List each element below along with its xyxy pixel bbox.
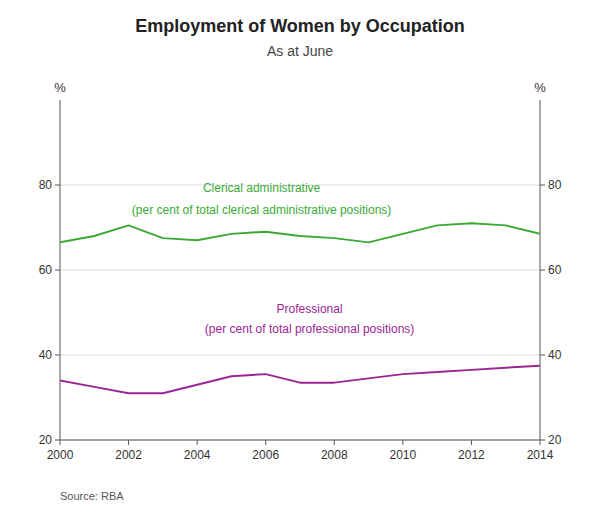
y2-tick bbox=[540, 355, 545, 356]
y-tick bbox=[55, 270, 60, 271]
y-tick bbox=[55, 185, 60, 186]
y-tick-label: 80 bbox=[39, 178, 53, 192]
x-tick-label: 2000 bbox=[47, 448, 74, 462]
x-tick-label: 2004 bbox=[184, 448, 211, 462]
x-tick-label: 2012 bbox=[458, 448, 485, 462]
x-axis-line bbox=[60, 440, 540, 441]
x-tick-label: 2010 bbox=[390, 448, 417, 462]
title: Employment of Women by Occupation bbox=[135, 16, 465, 36]
y2-tick-label: 40 bbox=[548, 348, 562, 362]
annotation: (per cent of total professional position… bbox=[205, 322, 414, 336]
y2-tick bbox=[540, 440, 545, 441]
x-tick bbox=[60, 440, 61, 445]
x-tick-label: 2008 bbox=[321, 448, 348, 462]
x-tick bbox=[402, 440, 403, 445]
plot-area bbox=[60, 223, 540, 393]
x-tick bbox=[128, 440, 129, 445]
y-tick-label: 60 bbox=[39, 263, 53, 277]
chart: Employment of Women by Occupation As at J… bbox=[0, 0, 600, 512]
annotation: (per cent of total clerical administrati… bbox=[132, 203, 391, 217]
series-line bbox=[60, 366, 540, 394]
source-note: Source: RBA bbox=[60, 490, 124, 502]
y-tick bbox=[55, 355, 60, 356]
y2-axis-label: % bbox=[534, 80, 546, 95]
grid-line bbox=[60, 270, 540, 271]
x-tick bbox=[540, 440, 541, 445]
y2-tick-label: 80 bbox=[548, 178, 562, 192]
y2-tick-label: 60 bbox=[548, 263, 562, 277]
series-line bbox=[60, 223, 540, 242]
y-axis-label: % bbox=[54, 80, 66, 95]
x-tick bbox=[197, 440, 198, 445]
x-tick-label: 2006 bbox=[252, 448, 279, 462]
x-tick-label: 2014 bbox=[527, 448, 554, 462]
y2-tick-label: 20 bbox=[548, 433, 562, 447]
x-tick-label: 2002 bbox=[115, 448, 142, 462]
y2-tick bbox=[540, 270, 545, 271]
grid-line bbox=[60, 440, 540, 441]
y-tick bbox=[55, 440, 60, 441]
subtitle: As at June bbox=[267, 43, 333, 59]
x-tick bbox=[334, 440, 335, 445]
x-tick bbox=[265, 440, 266, 445]
y-tick-label: 20 bbox=[39, 433, 53, 447]
y2-tick bbox=[540, 185, 545, 186]
x-tick bbox=[471, 440, 472, 445]
annotation: Professional bbox=[277, 302, 343, 316]
annotation: Clerical administrative bbox=[203, 181, 321, 195]
y-tick-label: 40 bbox=[39, 348, 53, 362]
grid-line bbox=[60, 355, 540, 356]
